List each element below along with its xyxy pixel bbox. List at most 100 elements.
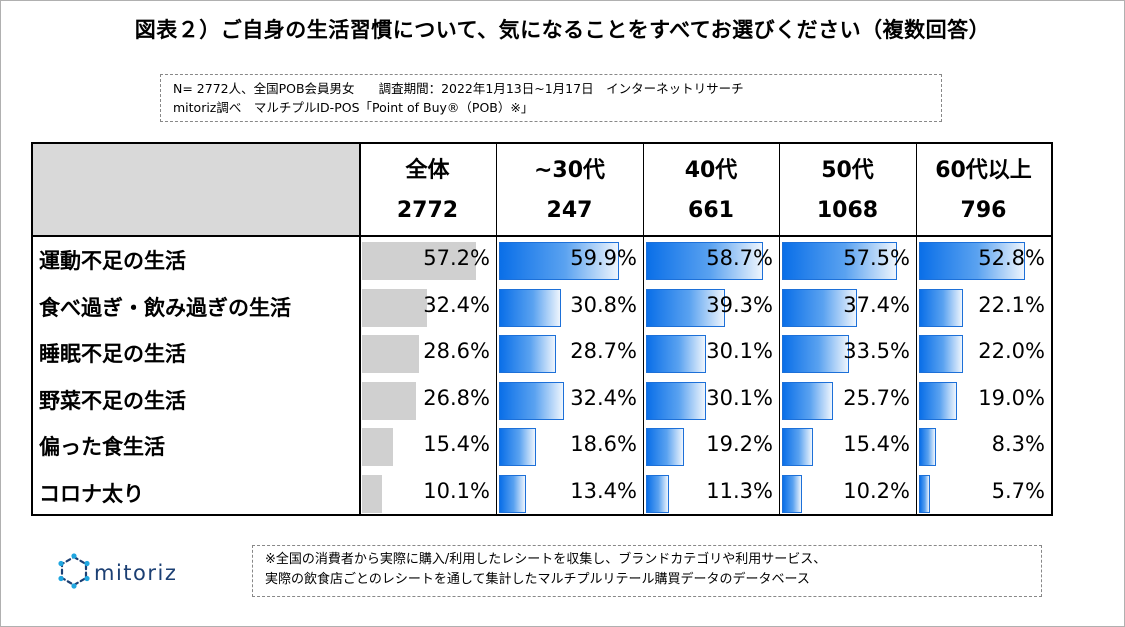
bar-segment <box>646 381 706 420</box>
data-label: 30.8% <box>570 292 637 317</box>
survey-sample: N= 2772人、全国POB会員男女 <box>173 81 355 96</box>
data-label: 22.1% <box>978 292 1045 317</box>
row-label: 野菜不足の生活 <box>39 388 186 413</box>
data-label: 15.4% <box>843 432 910 456</box>
bar-segment <box>782 335 849 373</box>
data-label: 28.7% <box>570 339 637 363</box>
bar-segment <box>782 242 897 280</box>
bar-segment <box>646 288 725 327</box>
data-label: 30.1% <box>706 339 773 363</box>
column-header-count: 1068 <box>816 198 879 223</box>
row-label: 運動不足の生活 <box>39 249 186 273</box>
data-label: 39.3% <box>706 292 773 317</box>
column-divider <box>359 144 361 514</box>
mitoriz-logo: mitoriz <box>56 553 216 593</box>
data-label: 13.4% <box>570 478 637 503</box>
mitoriz-logo-icon <box>58 553 90 589</box>
bar-segment <box>782 428 813 466</box>
column-header: 50代 1068 <box>779 144 916 235</box>
data-label: 8.3% <box>991 432 1045 456</box>
bar-overall <box>362 428 393 466</box>
data-label: 25.7% <box>843 385 910 410</box>
survey-info-box: N= 2772人、全国POB会員男女 調査期間：2022年1月13日~1月17日 … <box>160 74 942 122</box>
column-header-count: 247 <box>546 198 593 223</box>
bar-segment <box>919 428 936 466</box>
bar-segment <box>499 288 561 327</box>
header-blank-cell <box>33 144 359 235</box>
data-label: 10.1% <box>423 478 490 503</box>
bar-segment <box>499 242 619 280</box>
bar-segment <box>499 474 526 513</box>
row-label: 偏った食生活 <box>39 435 165 459</box>
column-header-label: 全体 <box>405 158 450 183</box>
column-header: ~30代 247 <box>496 144 643 235</box>
row-label: 睡眠不足の生活 <box>39 342 186 366</box>
data-label: 19.2% <box>706 432 773 456</box>
bar-segment <box>646 335 706 373</box>
bar-segment <box>646 428 684 466</box>
data-label: 10.2% <box>843 478 910 503</box>
column-header: 60代以上 796 <box>916 144 1051 235</box>
data-label: 58.7% <box>706 246 773 270</box>
column-header-label: 60代以上 <box>935 158 1032 183</box>
data-label: 32.4% <box>570 385 637 410</box>
bar-segment <box>919 242 1025 280</box>
footnote-line-1: ※全国の消費者から実際に購入/利用したレシートを収集し、ブランドカテゴリや利用サ… <box>265 552 827 567</box>
column-header-label: 50代 <box>821 158 874 183</box>
data-label: 52.8% <box>978 246 1045 270</box>
data-label: 26.8% <box>423 385 490 410</box>
bar-segment <box>919 288 963 327</box>
bar-overall <box>362 335 419 373</box>
footnote-line-2: 実際の飲食店ごとのレシートを通して集計したマルチプルリテール購買データのデータベ… <box>265 572 810 587</box>
data-label: 19.0% <box>978 385 1045 410</box>
results-table: 全体 2772 ~30代 247 40代 661 50代 1068 60代以上 796 運動不足の生… <box>31 142 1053 516</box>
column-header: 40代 661 <box>643 144 779 235</box>
logo-text: mitoriz <box>94 561 178 585</box>
bar-segment <box>919 474 930 513</box>
column-divider <box>916 144 917 514</box>
bar-overall <box>362 474 382 513</box>
data-label: 59.9% <box>570 246 637 270</box>
bar-segment <box>499 335 556 373</box>
footnote-box: ※全国の消費者から実際に購入/利用したレシートを収集し、ブランドカテゴリや利用サ… <box>252 545 1042 597</box>
data-label: 37.4% <box>843 292 910 317</box>
bar-segment <box>919 335 963 373</box>
column-header-count: 2772 <box>396 198 459 223</box>
bar-segment <box>646 242 763 280</box>
data-label: 18.6% <box>570 432 637 456</box>
bar-overall <box>362 288 427 327</box>
survey-source: mitoriz調べ マルチプルID-POS「Point of Buy®（POB）… <box>173 100 534 115</box>
column-divider <box>779 144 780 514</box>
column-divider <box>643 144 644 514</box>
bar-overall <box>362 242 476 280</box>
data-label: 57.2% <box>423 246 490 270</box>
column-header: 全体 2772 <box>359 144 496 235</box>
header-divider <box>33 235 1051 237</box>
page-title: 図表２）ご自身の生活習慣について、気になることをすべてお選びください（複数回答） <box>134 18 991 42</box>
data-label: 11.3% <box>706 478 773 503</box>
row-label: 食べ過ぎ・飲み過ぎの生活 <box>39 295 291 320</box>
column-header-label: ~30代 <box>533 158 606 183</box>
bar-overall <box>362 381 416 420</box>
column-header-count: 796 <box>960 198 1007 223</box>
bar-segment <box>919 381 957 420</box>
bar-segment <box>782 381 833 420</box>
data-label: 5.7% <box>991 478 1045 503</box>
data-label: 33.5% <box>843 339 910 363</box>
data-label: 32.4% <box>423 292 490 317</box>
data-label: 30.1% <box>706 385 773 410</box>
column-divider <box>496 144 497 514</box>
data-label: 28.6% <box>423 339 490 363</box>
row-label: コロナ太り <box>39 481 144 506</box>
survey-period: 調査期間：2022年1月13日~1月17日 インターネットリサーチ <box>378 81 744 96</box>
bar-segment <box>499 381 564 420</box>
data-label: 57.5% <box>843 246 910 270</box>
bar-segment <box>782 474 802 513</box>
column-header-count: 661 <box>688 198 734 223</box>
column-header-label: 40代 <box>684 158 738 183</box>
bar-segment <box>646 474 669 513</box>
bar-segment <box>782 288 857 327</box>
data-label: 15.4% <box>423 432 490 456</box>
bar-segment <box>499 428 536 466</box>
data-label: 22.0% <box>978 339 1045 363</box>
